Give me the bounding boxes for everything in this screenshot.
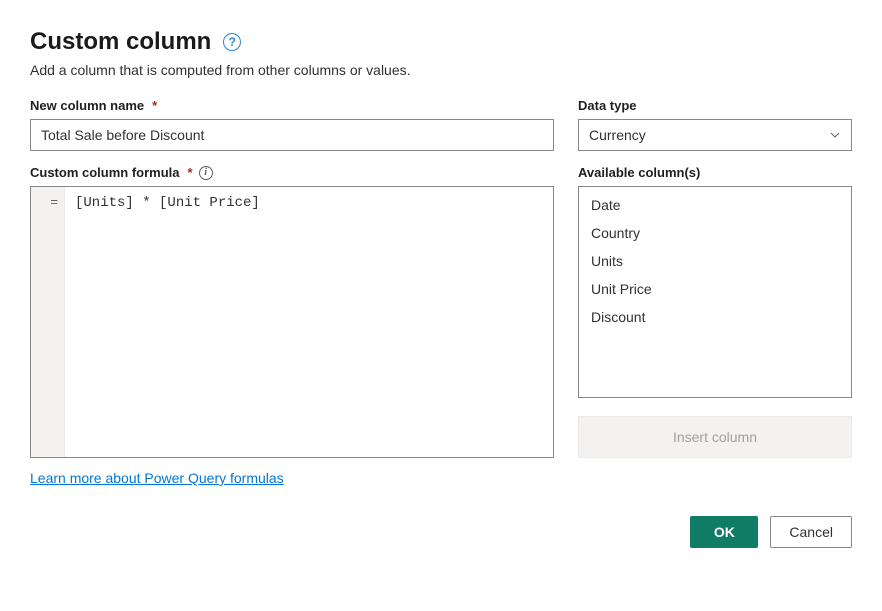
ok-button[interactable]: OK <box>690 516 758 548</box>
learn-more-link[interactable]: Learn more about Power Query formulas <box>30 470 284 486</box>
list-item[interactable]: Unit Price <box>579 275 851 303</box>
dialog-title: Custom column <box>30 28 211 56</box>
help-icon[interactable]: ? <box>223 33 241 51</box>
required-star: * <box>188 165 193 180</box>
list-item[interactable]: Date <box>579 191 851 219</box>
chevron-down-icon <box>829 129 841 141</box>
available-columns-label: Available column(s) <box>578 165 852 180</box>
dialog-subtitle: Add a column that is computed from other… <box>30 62 852 78</box>
select-value: Currency <box>589 127 646 143</box>
required-star: * <box>152 98 157 113</box>
list-item[interactable]: Discount <box>579 303 851 331</box>
formula-label: Custom column formula * i <box>30 165 554 180</box>
list-item[interactable]: Country <box>579 219 851 247</box>
data-type-label: Data type <box>578 98 852 113</box>
label-text: Custom column formula <box>30 165 180 180</box>
insert-column-button[interactable]: Insert column <box>578 416 852 458</box>
new-column-name-label: New column name * <box>30 98 554 113</box>
formula-editor[interactable]: = [Units] * [Unit Price] <box>30 186 554 458</box>
new-column-name-input[interactable] <box>30 119 554 151</box>
list-item[interactable]: Units <box>579 247 851 275</box>
label-text: Data type <box>578 98 637 113</box>
cancel-button[interactable]: Cancel <box>770 516 852 548</box>
formula-content[interactable]: [Units] * [Unit Price] <box>65 187 553 457</box>
label-text: New column name <box>30 98 144 113</box>
formula-gutter: = <box>31 187 65 457</box>
data-type-select[interactable]: Currency <box>578 119 852 151</box>
label-text: Available column(s) <box>578 165 700 180</box>
info-icon[interactable]: i <box>199 166 213 180</box>
available-columns-list: Date Country Units Unit Price Discount <box>578 186 852 398</box>
